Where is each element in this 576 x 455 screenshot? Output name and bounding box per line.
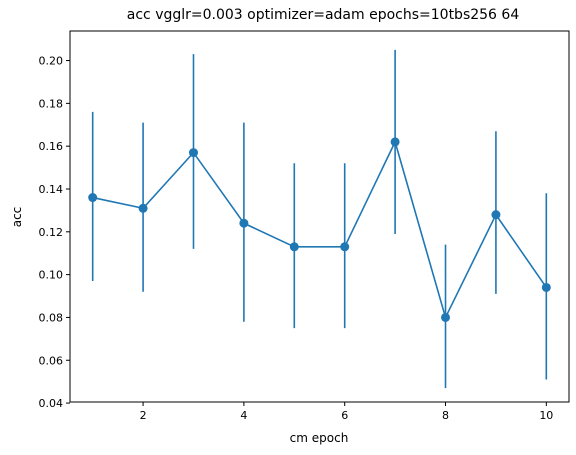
y-tick-label: 0.04 [39, 397, 64, 410]
x-tick-label: 6 [341, 409, 348, 422]
x-tick-label: 8 [442, 409, 449, 422]
x-axis-label: cm epoch [290, 431, 349, 445]
data-points [88, 137, 551, 322]
data-point [390, 137, 400, 147]
data-point [239, 218, 249, 228]
y-tick-label: 0.08 [39, 311, 64, 324]
y-tick-label: 0.16 [39, 140, 64, 153]
data-point [188, 148, 198, 158]
y-tick-label: 0.14 [39, 183, 64, 196]
chart-title: acc vgglr=0.003 optimizer=adam epochs=10… [127, 7, 520, 23]
y-tick-label: 0.06 [39, 354, 64, 367]
y-axis-label: acc [10, 207, 24, 228]
y-tick-label: 0.18 [39, 97, 64, 110]
plot-area-frame [69, 30, 570, 403]
y-tick-label: 0.12 [39, 226, 64, 239]
data-point [289, 242, 299, 252]
series-line-group [92, 139, 547, 320]
x-tick-label: 10 [539, 409, 553, 422]
error-bars [91, 49, 548, 389]
x-axis: 2 4 6 8 10 [140, 402, 553, 422]
x-tick-label: 4 [240, 409, 247, 422]
data-point [340, 242, 350, 252]
series-line [92, 139, 547, 320]
data-point [441, 312, 451, 322]
data-point [88, 193, 98, 203]
y-tick-label: 0.10 [39, 269, 64, 282]
data-point [138, 203, 148, 213]
y-axis: 0.04 0.06 0.08 0.10 0.12 0.14 0.16 0.18 0.20 [39, 55, 70, 410]
x-tick-label: 2 [140, 409, 147, 422]
y-tick-label: 0.20 [39, 55, 64, 68]
data-point [541, 282, 551, 292]
data-point [491, 210, 501, 220]
